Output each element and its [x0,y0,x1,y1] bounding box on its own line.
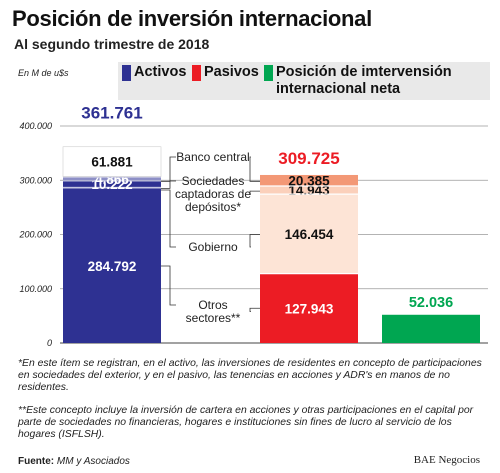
legend-item-neta: Posición de imtervensión internacional n… [264,64,486,98]
legend-item-pasivos: Pasivos [192,64,259,81]
segment-value-label: 127.943 [285,301,334,316]
bar-segment [260,186,358,195]
bar-segment [63,177,161,181]
annotation-label: Otros [198,298,227,312]
y-tick-label: 100.000 [19,284,52,294]
segment-value-label: 20.385 [288,174,330,189]
legend-item-activos: Activos [122,64,186,81]
annotation-leader [161,265,176,306]
segment-value-label: 284.792 [88,259,137,274]
annotation-label: Sociedades [182,174,245,188]
legend-label-pasivos: Pasivos [204,64,259,80]
legend-swatch-neta [264,65,273,81]
annotation-leader [161,156,176,182]
bar-segment [260,194,358,274]
annotation-label: captadoras de [175,187,251,201]
y-tick-label: 0 [47,338,52,348]
annotation-label: sectores** [186,311,241,325]
segment-value-label: 146.454 [285,227,334,242]
annotation-label: Banco central [176,150,249,164]
bar-total-label: 309.725 [278,149,339,168]
annotation-label: Gobierno [188,240,238,254]
annotation-label: depósitos* [185,200,241,214]
bar-segment [260,273,358,343]
bar-total-label: 52.036 [409,295,453,311]
legend-swatch-activos [122,65,131,81]
bar-segment [63,176,161,178]
bar-segment [63,186,161,189]
brand-logo: BAE Negocios [413,454,480,466]
legend-label-neta: Posición de imtervensión internacional n… [276,64,452,97]
unit-label: En M de u$s [18,68,69,78]
bar-segment [260,174,358,187]
y-tick-label: 300.000 [19,175,52,185]
bar-segment [63,181,161,187]
annotation-leader [161,189,176,248]
y-tick-label: 200.000 [18,230,52,240]
annotation-leader [249,156,260,182]
bar-total-label: 361.761 [81,104,142,123]
source-label: Fuente: [18,456,55,467]
y-tick-label: 400.000 [19,121,52,131]
segment-value-label: 61.881 [91,155,133,170]
chart-subtitle: Al segundo trimestre de 2018 [14,36,210,52]
stacked-bar-chart: 0100.000200.000300.000400.000284.79210.2… [18,104,488,348]
bar-segment [62,146,162,177]
annotation-leader [161,180,176,189]
annotation-leader [249,190,260,195]
annotation-leader [249,307,260,312]
annotation-leader [249,234,260,248]
bar-segment [63,180,161,182]
bar-segment [63,188,161,343]
bar-segment [382,314,480,343]
legend-swatch-pasivos [192,65,201,81]
legend: Activos Pasivos Posición de imtervensión… [118,62,490,100]
source-value: MM y Asociados [56,456,130,467]
footnote-2: **Este concepto incluye la inversión de … [18,405,474,440]
chart-title: Posición de inversión internacional [12,6,372,31]
source: Fuente: MM y Asociados [18,456,130,467]
legend-label-activos: Activos [134,64,187,80]
footnote-1: *En este ítem se registran, en el activo… [18,358,482,393]
